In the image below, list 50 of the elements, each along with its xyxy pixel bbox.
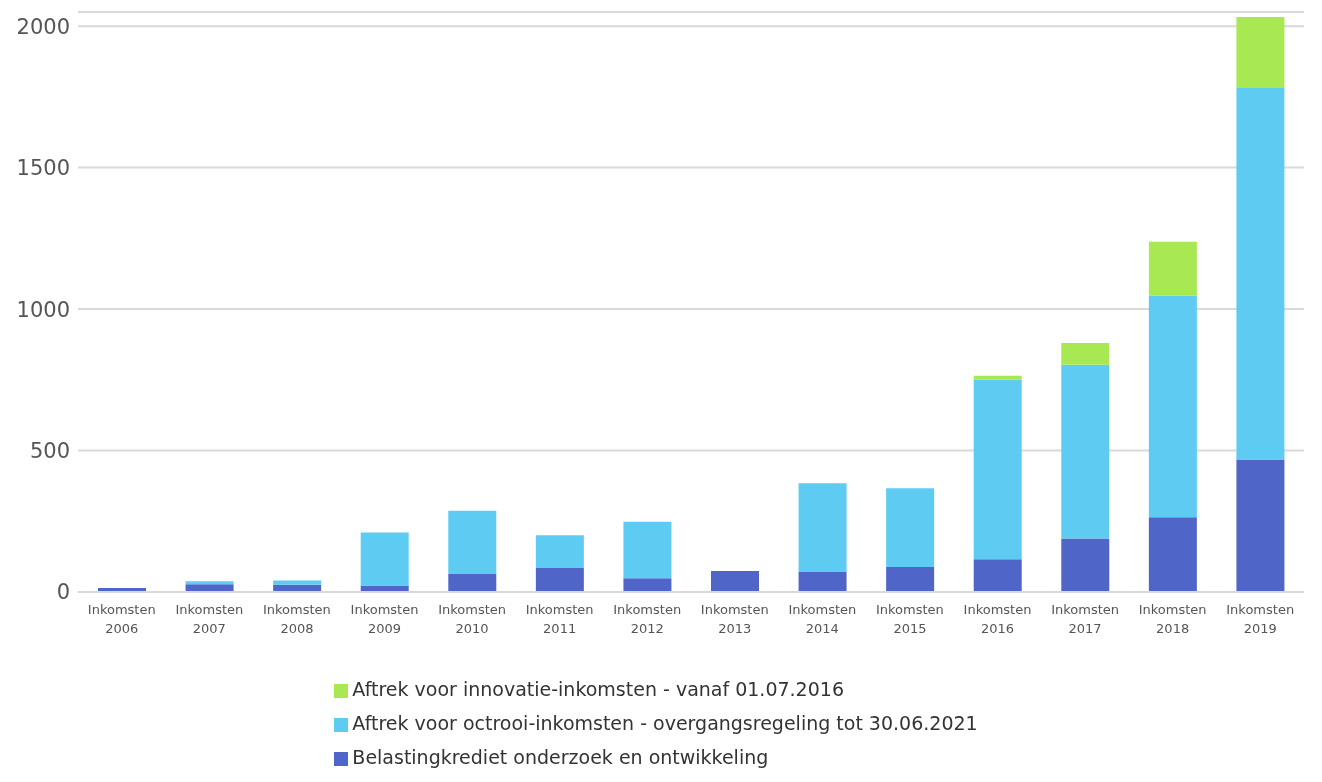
y-tick-label: 1500 [16,156,70,181]
x-tick-label: Inkomsten 2019 [1226,602,1295,636]
bar [448,573,497,592]
bar [1148,517,1197,592]
bar [535,535,584,568]
bar [1236,88,1285,460]
bar [623,521,672,579]
bar [185,584,234,592]
bar [886,567,935,592]
x-tick-label: Inkomsten 2017 [1051,602,1120,636]
bar [973,379,1022,560]
bar [1148,241,1197,296]
bar [1061,364,1110,539]
bar [1148,295,1197,518]
x-tick-label: Inkomsten 2012 [613,602,682,636]
x-tick-label: Inkomsten 2006 [87,602,156,636]
legend-label: Aftrek voor innovatie-inkomsten - vanaf 01.07.2016 [352,678,844,700]
bar [798,483,847,572]
x-tick-label: Inkomsten 2007 [175,602,244,636]
y-tick-label: 2000 [16,14,70,39]
bar [448,510,497,574]
bar [360,585,409,592]
bar [185,581,234,585]
bar [1236,17,1285,89]
bar [886,488,935,568]
bar [360,532,409,586]
bar [798,571,847,592]
bar [535,567,584,592]
bar [623,578,672,592]
bar [973,375,1022,380]
x-tick-label: Inkomsten 2018 [1138,602,1207,636]
y-tick-label: 500 [29,438,70,463]
bar [1061,538,1110,592]
bar [973,559,1022,592]
x-tick-label: Inkomsten 2013 [700,602,769,636]
x-tick-label: Inkomsten 2015 [875,602,944,636]
y-tick-label: 1000 [16,297,70,322]
x-tick-label: Inkomsten 2014 [788,602,857,636]
x-tick-label: Inkomsten 2010 [438,602,507,636]
x-tick-label: Inkomsten 2008 [262,602,331,636]
x-tick-label: Inkomsten 2009 [350,602,419,636]
x-tick-label: Inkomsten 2016 [963,602,1032,636]
x-tick-label: Inkomsten 2011 [525,602,594,636]
bar [1236,459,1285,592]
bar [711,571,759,592]
y-tick-label: 0 [56,580,70,605]
bar [273,580,322,585]
bar [1061,343,1110,365]
legend-label: Belastingkrediet onderzoek en ontwikkeling [352,746,769,768]
legend-label: Aftrek voor octrooi-inkomsten - overgangsregeling tot 30.06.2021 [352,712,978,734]
